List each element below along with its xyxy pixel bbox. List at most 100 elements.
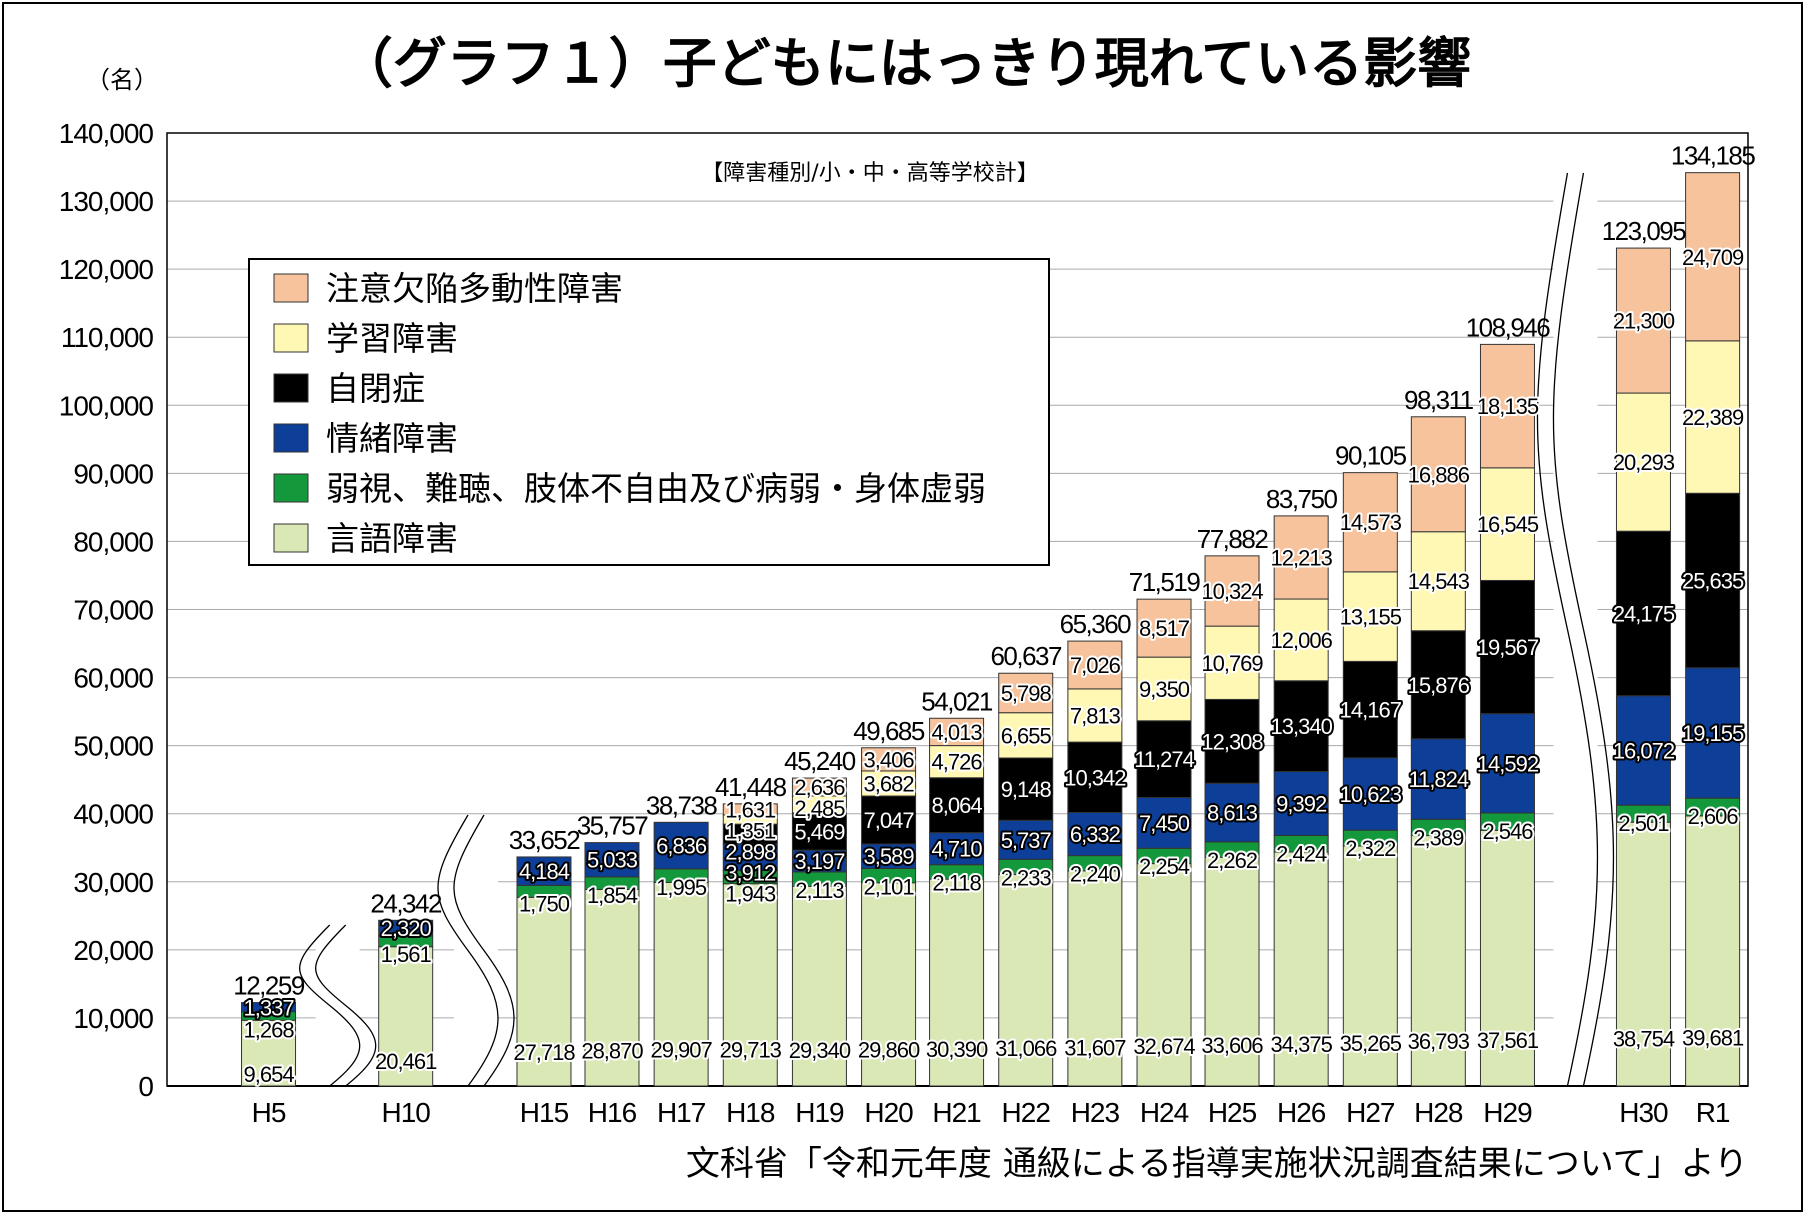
segment-value-label: 1,854 — [587, 883, 638, 908]
segment-value-label: 1,561 — [381, 942, 432, 967]
segment-value-label: 2,262 — [1207, 848, 1258, 873]
bar-segment — [1685, 815, 1741, 1087]
bar-segment — [1342, 845, 1398, 1087]
segment-value-label: 32,674 — [1133, 1034, 1195, 1059]
x-tick-label: H30 — [1619, 1097, 1668, 1128]
segment-value-label: 7,026 — [1070, 653, 1121, 678]
segment-value-label: 2,424 — [1276, 842, 1327, 867]
segment-value-label: 1,750 — [519, 891, 570, 916]
bar-segment — [1342, 571, 1398, 662]
axis-break-mask — [453, 815, 498, 1084]
bar-segment — [861, 747, 917, 772]
segment-value-label: 2,389 — [1413, 825, 1464, 850]
bar-segment — [1479, 467, 1535, 581]
segment-value-label: 2,485 — [794, 796, 845, 821]
segment-value-label: 9,148 — [1001, 777, 1052, 802]
segment-value-label: 2,898 — [725, 839, 776, 864]
axis-break-mask — [315, 925, 360, 1084]
bar-segment — [929, 777, 985, 834]
segment-value-label: 5,033 — [587, 848, 638, 873]
bar-segment — [516, 856, 572, 886]
bar-segment — [1410, 416, 1466, 533]
legend-swatch — [273, 273, 309, 303]
segment-value-label: 13,340 — [1271, 714, 1333, 739]
bar-segment — [1067, 688, 1123, 743]
segment-value-label: 2,636 — [794, 775, 845, 800]
segment-value-label: 29,907 — [650, 1037, 712, 1062]
segment-value-label: 2,546 — [1482, 819, 1533, 844]
x-tick-label: H28 — [1414, 1097, 1463, 1128]
bar-segment — [1342, 757, 1398, 831]
segment-value-label: 2,322 — [1345, 836, 1396, 861]
bar-segment — [1685, 667, 1741, 799]
bar-segment — [1136, 598, 1192, 658]
chart-title: （グラフ１）子どもにはっきり現れている影響 — [339, 32, 1471, 95]
axis-break-line — [1536, 172, 1599, 1087]
segment-value-label: 2,240 — [1070, 862, 1121, 887]
segment-value-label: 5,469 — [794, 820, 845, 845]
segment-value-label: 29,860 — [858, 1037, 920, 1062]
legend-label: 言語障害 — [326, 519, 458, 558]
bar-segment — [1067, 870, 1123, 1087]
bar-segment — [722, 883, 778, 1087]
segment-value-label: 20,293 — [1613, 450, 1675, 475]
total-label: 123,095 — [1602, 216, 1687, 246]
x-tick-label: H15 — [520, 1097, 569, 1128]
bar-segment — [861, 795, 917, 845]
bar-segment — [1615, 821, 1671, 1087]
segment-value-label: 39,681 — [1682, 1025, 1744, 1050]
bar-segment — [1615, 695, 1671, 806]
segment-value-label: 11,824 — [1408, 767, 1468, 792]
segment-value-label: 6,836 — [656, 834, 707, 859]
x-tick-label: H22 — [1002, 1097, 1051, 1128]
legend-swatch — [273, 373, 309, 403]
bar-segment — [1273, 598, 1329, 682]
segment-value-label: 10,342 — [1064, 765, 1126, 790]
y-tick-label: 120,000 — [59, 254, 154, 285]
y-tick-label: 130,000 — [59, 186, 154, 217]
bar-segment — [1136, 720, 1192, 799]
x-tick-label: H17 — [657, 1097, 706, 1128]
total-label: 134,185 — [1671, 141, 1756, 171]
segment-value-label: 31,607 — [1064, 1035, 1126, 1060]
bar-segment — [998, 757, 1054, 821]
bar-segment — [1410, 835, 1466, 1087]
x-tick-label: H24 — [1140, 1097, 1189, 1128]
segment-value-label: 10,769 — [1201, 651, 1263, 676]
segment-value-label: 4,726 — [932, 750, 983, 775]
segment-value-label: 6,655 — [1001, 723, 1052, 748]
segment-value-label: 29,713 — [720, 1038, 782, 1063]
bar-segment — [1067, 741, 1123, 813]
bar-segment — [791, 777, 847, 797]
segment-value-label: 21,300 — [1613, 309, 1675, 334]
segment-value-label: 12,006 — [1271, 628, 1333, 653]
legend-label: 情緒障害 — [326, 419, 458, 458]
legend-swatch — [273, 323, 309, 353]
segment-value-label: 14,167 — [1340, 698, 1402, 723]
bar-segment — [791, 885, 847, 1087]
total-label: 108,946 — [1466, 312, 1551, 342]
total-label: 98,311 — [1404, 385, 1474, 415]
legend-swatch — [273, 473, 309, 503]
bar-segment — [1204, 698, 1260, 784]
segment-value-label: 8,517 — [1139, 616, 1190, 641]
bar-segment — [1615, 247, 1671, 394]
total-label: 60,637 — [990, 641, 1062, 671]
x-tick-label: H27 — [1346, 1097, 1395, 1128]
segment-value-label: 38,754 — [1613, 1027, 1675, 1052]
bar-segment — [1479, 829, 1535, 1087]
bar-segment — [241, 1002, 297, 1013]
segment-value-label: 2,320 — [381, 916, 432, 941]
legend-label: 弱視、難聴、肢体不自由及び病弱・身体虚弱 — [326, 469, 986, 508]
segment-value-label: 2,606 — [1688, 804, 1739, 829]
segment-value-label: 1,995 — [656, 875, 707, 900]
total-label: 45,240 — [784, 746, 856, 776]
segment-value-label: 27,718 — [513, 1040, 575, 1065]
bar-segment — [1685, 492, 1741, 669]
y-tick-label: 110,000 — [61, 322, 154, 353]
segment-value-label: 1,631 — [725, 797, 776, 822]
bar-segment — [1067, 811, 1123, 857]
bar-segment — [1479, 343, 1535, 469]
segment-value-label: 3,589 — [864, 844, 915, 869]
bar-segment — [1342, 660, 1398, 759]
